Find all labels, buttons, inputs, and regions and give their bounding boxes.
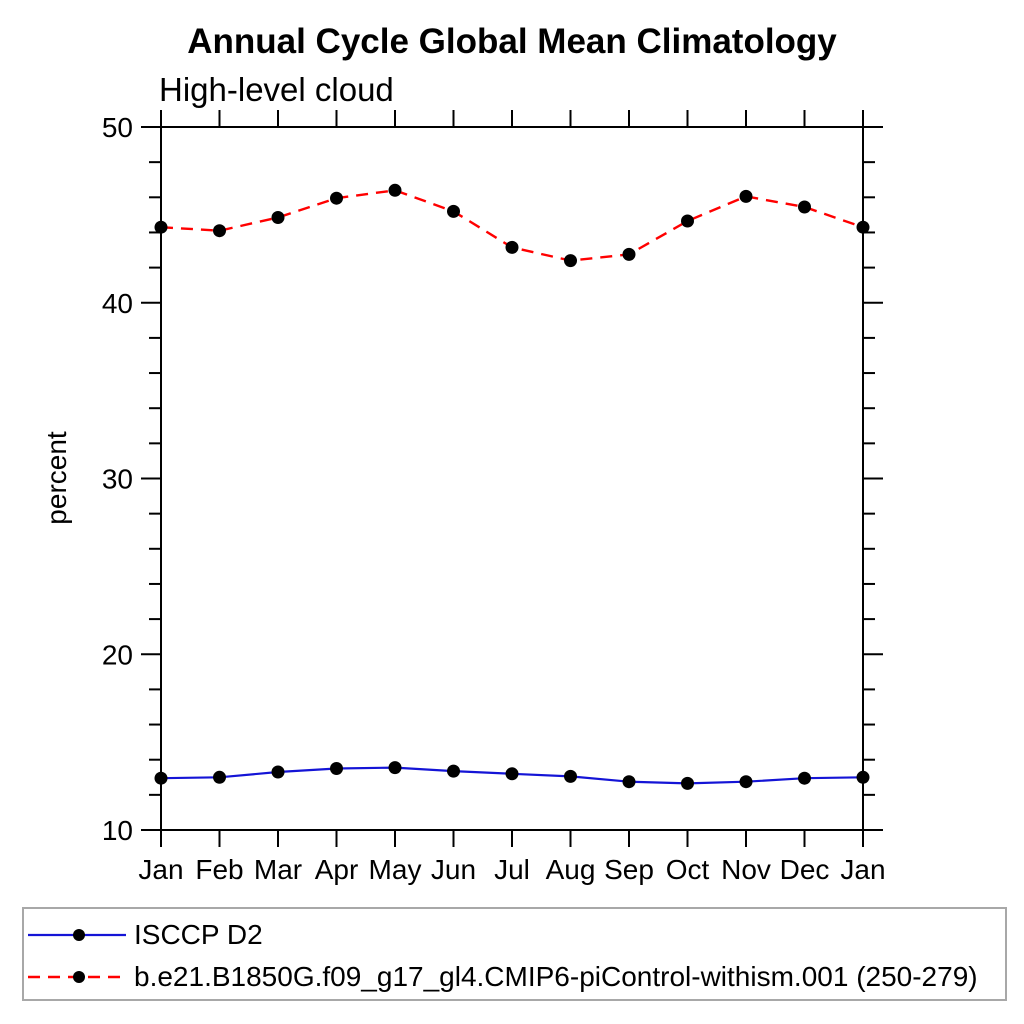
data-point-series-1 [856,220,870,234]
data-point-series-0 [505,767,519,781]
x-tick-label: Jul [494,854,530,885]
x-tick-label: Jun [431,854,476,885]
data-point-series-1 [447,204,460,218]
data-point-series-0 [330,762,343,775]
plot-frame [160,126,864,831]
data-point-series-1 [388,183,402,197]
data-point-series-1 [154,220,168,234]
x-tick-label: Nov [721,854,771,885]
annual-cycle-chart: Annual Cycle Global Mean Climatology Hig… [41,22,886,885]
x-tick-label: May [369,854,422,885]
legend-box: ISCCP D2 b.e21.B1850G.f09_g17_gl4.CMIP6-… [22,907,1007,1001]
data-point-series-1 [739,189,753,203]
x-tick-label: Apr [315,854,359,885]
data-point-series-0 [213,770,226,784]
x-tick-label: Sep [604,854,654,885]
data-point-series-0 [739,775,753,789]
y-tick-label: 20 [102,639,133,670]
y-axis-title: percent [41,431,72,525]
data-point-series-0 [622,775,636,789]
data-point-series-1 [564,254,577,268]
data-point-series-1 [213,224,226,238]
legend-label-model: b.e21.B1850G.f09_g17_gl4.CMIP6-piControl… [134,961,978,992]
x-tick-label: Jan [840,854,885,885]
data-point-series-0 [154,771,168,785]
data-point-series-0 [856,770,870,784]
data-point-series-0 [564,769,577,783]
legend-line-sample-model [28,971,126,983]
plot-series [154,183,870,790]
chart-subtitle: High-level cloud [159,71,394,108]
legend-line-sample-isccp [28,929,126,941]
legend-marker-model [73,971,85,983]
y-tick-label: 50 [102,112,133,143]
data-point-series-0 [798,771,811,785]
legend-label-isccp: ISCCP D2 [134,919,263,950]
y-tick-label: 40 [102,288,133,319]
data-point-series-1 [271,211,285,224]
x-tick-label: Jan [138,854,183,885]
x-tick-label: Aug [546,854,596,885]
data-point-series-1 [330,191,343,205]
data-point-series-0 [681,776,694,790]
data-point-series-1 [681,214,694,228]
data-point-series-1 [622,247,636,261]
data-point-series-0 [388,761,402,775]
y-tick-label: 10 [102,815,133,846]
data-point-series-1 [798,200,811,214]
y-tick-label: 30 [102,464,133,495]
data-point-series-1 [505,240,519,254]
axes: 10 20 30 40 50 Jan Feb Mar Apr May Jun Jul Aug Sep Oct… [102,110,886,885]
x-tick-label: Oct [666,854,710,885]
legend-item-isccp: ISCCP D2 [24,914,1005,956]
x-tick-label: Dec [780,854,830,885]
x-tick-label: Mar [254,854,302,885]
legend-item-model: b.e21.B1850G.f09_g17_gl4.CMIP6-piControl… [24,956,1005,998]
x-tick-label: Feb [195,854,243,885]
data-point-series-0 [447,764,460,778]
legend-marker-isccp [73,929,85,941]
chart-title: Annual Cycle Global Mean Climatology [187,22,837,61]
data-point-series-0 [271,765,285,779]
